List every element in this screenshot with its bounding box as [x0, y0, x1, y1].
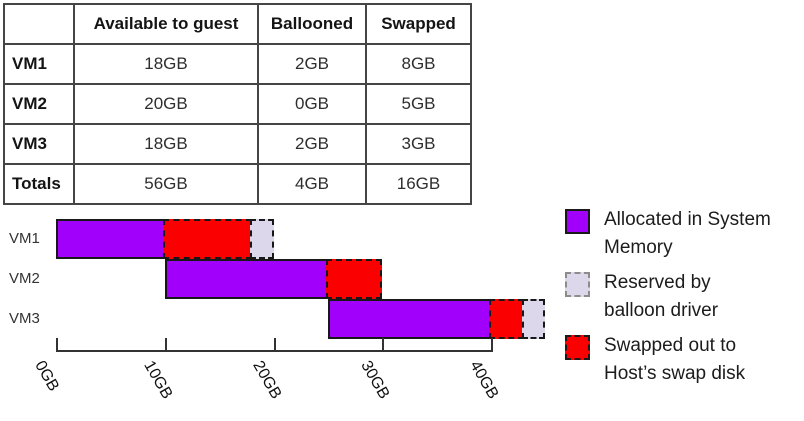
table-row: Totals 56GB 4GB 16GB [3, 163, 472, 205]
x-axis-tick [56, 338, 58, 350]
x-axis-line [56, 350, 493, 352]
table-cell: 20GB [73, 83, 259, 125]
bar-segment-vm3 [327, 299, 491, 339]
row-label: Totals [3, 163, 75, 205]
table-row: VM1 18GB 2GB 8GB [3, 43, 472, 85]
table-row: VM3 18GB 2GB 3GB [3, 123, 472, 165]
table-cell: 2GB [257, 43, 367, 85]
table-cell: 18GB [73, 123, 259, 165]
table-row: VM2 20GB 0GB 5GB [3, 83, 472, 125]
row-label: VM2 [3, 83, 75, 125]
table-cell: 5GB [365, 83, 472, 125]
bar-segment-vm1 [162, 219, 252, 259]
col-header-empty [3, 3, 75, 45]
legend-label-2: Swapped out to Host’s swap disk [604, 335, 746, 384]
col-header-swapped: Swapped [365, 3, 472, 45]
legend-label-0: Allocated in System Memory [604, 209, 771, 258]
bar-segment-vm2 [164, 259, 328, 299]
x-axis-tick-label: 0GB [31, 358, 63, 395]
bar-segment-vm3 [489, 299, 524, 339]
legend-swatch-0 [565, 209, 590, 234]
x-axis-tick-label: 20GB [248, 358, 284, 402]
x-axis-tick [164, 338, 167, 350]
table-cell: 4GB [257, 163, 367, 205]
x-axis-tick-label: 40GB [466, 358, 502, 402]
legend-swatch-2 [565, 335, 590, 360]
table-header-row: Available to guest Ballooned Swapped [3, 3, 472, 45]
bar-segment-vm2 [325, 259, 383, 299]
bar-segment-vm3 [521, 299, 546, 339]
x-axis-tick-label: 10GB [140, 358, 176, 402]
legend-swatch-1 [565, 272, 590, 297]
col-header-ballooned: Ballooned [257, 3, 367, 45]
table-cell: 2GB [257, 123, 367, 165]
category-label-vm2: VM2 [9, 270, 40, 287]
x-axis-tick [491, 338, 493, 350]
table-cell: 56GB [73, 163, 259, 205]
table-cell: 8GB [365, 43, 472, 85]
table-cell: 0GB [257, 83, 367, 125]
table-cell: 16GB [365, 163, 472, 205]
table-cell: 3GB [365, 123, 472, 165]
col-header-available: Available to guest [73, 3, 259, 45]
table-cell: 18GB [73, 43, 259, 85]
bar-segment-vm1 [249, 219, 274, 259]
category-label-vm3: VM3 [9, 310, 40, 327]
x-axis-tick [273, 338, 276, 350]
x-axis-tick [382, 338, 385, 350]
row-label: VM1 [3, 43, 75, 85]
x-axis-tick-label: 30GB [357, 358, 393, 402]
legend-label-1: Reserved by balloon driver [604, 272, 719, 321]
bar-segment-vm1 [56, 219, 165, 259]
memory-table: Available to guest Ballooned Swapped VM1… [3, 3, 472, 205]
row-label: VM3 [3, 123, 75, 165]
category-label-vm1: VM1 [9, 230, 40, 247]
